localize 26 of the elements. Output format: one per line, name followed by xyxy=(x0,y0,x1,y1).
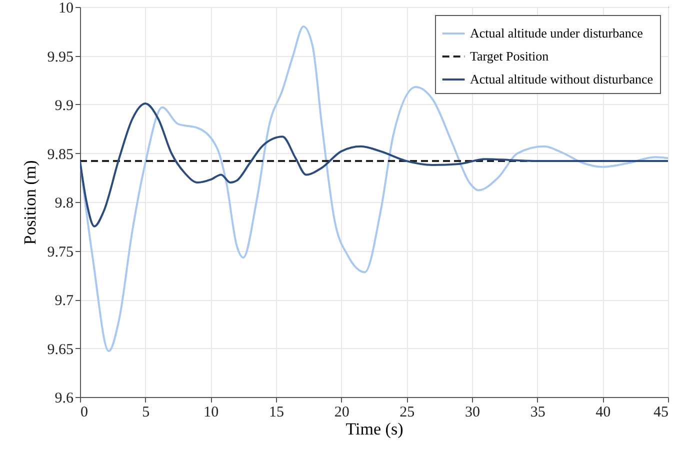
y-axis-title: Position (m) xyxy=(20,160,40,245)
x-tick-label: 15 xyxy=(269,404,284,420)
x-tick-label: 25 xyxy=(400,404,415,420)
line-series xyxy=(80,26,668,352)
y-tick-label: 9.65 xyxy=(47,342,74,358)
y-tick-label: 9.8 xyxy=(54,196,74,212)
x-axis-title: Time (s) xyxy=(346,420,404,438)
x-tick-label: 40 xyxy=(596,404,611,420)
y-tick-label: 9.6 xyxy=(54,390,74,406)
y-tick-label: 9.95 xyxy=(47,49,74,66)
legend-label: Actual altitude without disturbance xyxy=(470,72,654,86)
line-series xyxy=(80,102,668,228)
x-tick-label: 10 xyxy=(204,404,219,420)
y-tick-label: 9.85 xyxy=(47,146,74,163)
x-tick-label: 45 xyxy=(654,404,668,420)
y-tick-label: 9.9 xyxy=(54,98,74,114)
y-tick-label: 9.75 xyxy=(47,244,74,260)
legend-label: Actual altitude under disturbance xyxy=(470,26,644,40)
legend-label: Target Position xyxy=(470,48,550,64)
y-tick-label: 10 xyxy=(58,0,74,16)
x-tick-label: 35 xyxy=(530,404,546,420)
x-tick-label: 20 xyxy=(334,404,350,420)
x-tick-label: 30 xyxy=(465,404,480,420)
x-tick-label: 0 xyxy=(80,404,88,420)
y-tick-label: 9.7 xyxy=(54,293,74,309)
x-tick-label: 5 xyxy=(142,404,150,420)
